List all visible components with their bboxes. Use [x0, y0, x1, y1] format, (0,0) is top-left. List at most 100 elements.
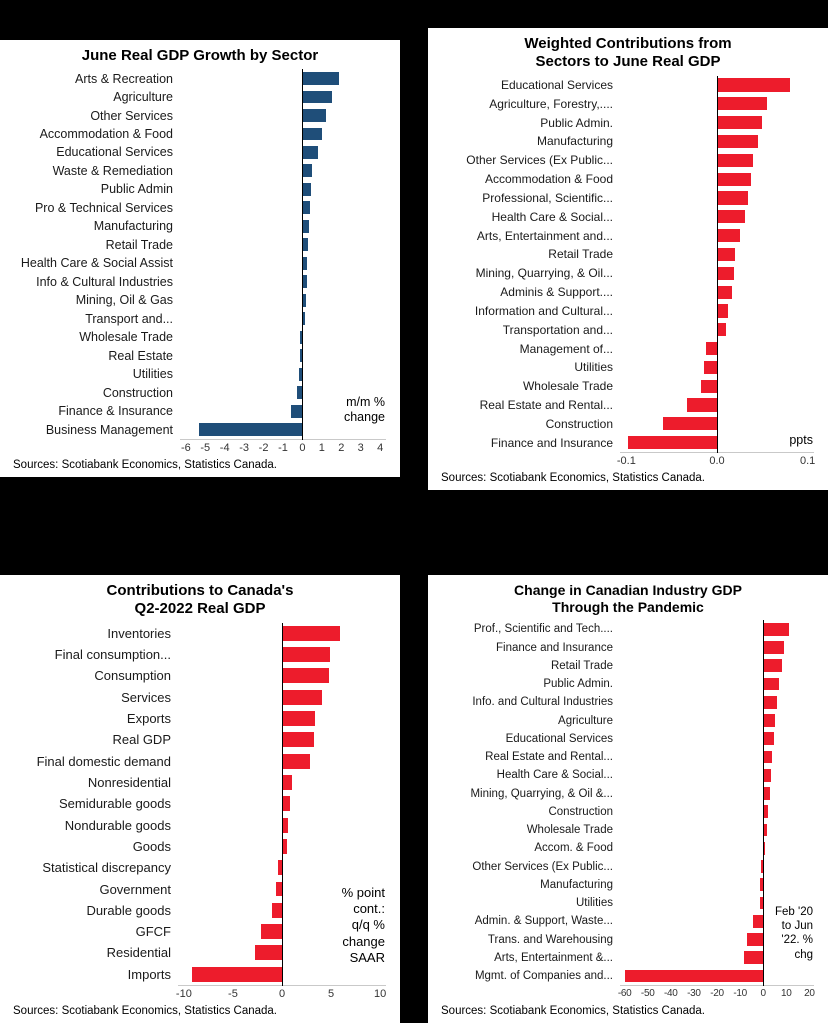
bar-track: [180, 106, 386, 124]
bar-row: Durable goods: [0, 900, 400, 921]
category-label: Educational Services: [56, 145, 173, 160]
panel-contributions-q2-2022-real-gdp: Contributions to Canada's Q2-2022 Real G…: [0, 575, 400, 1023]
category-label: Manufacturing: [93, 219, 173, 234]
category-label: Mining, Quarrying, & Oil &...: [470, 787, 613, 800]
bar-row: Nondurable goods: [0, 814, 400, 835]
bar-track: [180, 421, 386, 439]
chart-title: Change in Canadian Industry GDP Through …: [514, 582, 742, 616]
category-label: Professional, Scientific...: [482, 190, 613, 205]
bar-track: [620, 207, 814, 226]
bar-row: Arts & Recreation: [0, 69, 400, 87]
bar-row: Manufacturing: [428, 876, 828, 894]
axis-tick-label: 3: [357, 442, 364, 454]
bar-track: [178, 964, 386, 985]
category-label: Other Services: [90, 108, 173, 123]
bar-track: [180, 180, 386, 198]
x-axis: -6 -5 -4 -3 -2 -1 0 1 2 3 4: [180, 439, 386, 456]
bar-row: Real GDP: [0, 729, 400, 750]
bar-row: Pro & Technical Services: [0, 199, 400, 217]
bar-track: [180, 328, 386, 346]
bar: [191, 966, 282, 982]
bar-row: Final domestic demand: [0, 750, 400, 771]
category-label: Imports: [127, 966, 171, 982]
bar-track: [620, 711, 814, 729]
bar-row: Business Management: [0, 421, 400, 439]
category-label: Pro & Technical Services: [34, 200, 173, 215]
chart-title: Weighted Contributions from Sectors to J…: [524, 35, 732, 71]
axis-tick-label: -40: [664, 988, 678, 999]
bar-track: [178, 644, 386, 665]
bar: [759, 896, 764, 910]
panel-industry-gdp-through-pandemic: Change in Canadian Industry GDP Through …: [428, 575, 828, 1023]
bar-row: Utilities: [428, 894, 828, 912]
x-axis: -0.1 0.0 0.1: [617, 452, 815, 469]
axis-tick-label: 10: [781, 988, 792, 999]
axis-tick-label: 1: [318, 442, 325, 454]
bar-row: Public Admin.: [428, 113, 828, 132]
bar-rows: Prof., Scientific and Tech.... Finance an…: [428, 620, 828, 985]
bar-track: [178, 729, 386, 750]
bar-rows: Inventories Final consumption... Consumpti…: [0, 623, 400, 985]
category-label: Retail Trade: [550, 659, 613, 672]
bar: [717, 172, 751, 186]
bar-row: Manufacturing: [428, 132, 828, 151]
bar-track: [620, 377, 814, 396]
bar-row: Statistical discrepancy: [0, 857, 400, 878]
bar-track: [620, 396, 814, 415]
bar-chart-q2-2022-contributions: Inventories Final consumption... Consumpti…: [0, 622, 400, 1002]
bar-track: [620, 894, 814, 912]
category-label: Other Services (Ex Public...: [466, 153, 613, 168]
category-label: Admin. & Support, Waste...: [474, 915, 613, 928]
bar-row: Finance and Insurance: [428, 638, 828, 656]
bar-row: Health Care & Social...: [428, 207, 828, 226]
bar-track: [620, 657, 814, 675]
bar-track: [620, 132, 814, 151]
bar-track: [178, 836, 386, 857]
bar: [628, 436, 717, 450]
bar-row: Professional, Scientific...: [428, 189, 828, 208]
axis-tick-label: 4: [377, 442, 384, 454]
category-label: Real Estate and Rental...: [479, 398, 613, 413]
bar-row: Educational Services: [428, 76, 828, 95]
bar: [278, 860, 282, 876]
bar: [302, 72, 340, 85]
bar-row: Construction: [428, 415, 828, 434]
category-label: Prof., Scientific and Tech....: [473, 623, 613, 636]
bar-row: Transport and...: [0, 310, 400, 328]
bar-row: Trans. and Warehousing: [428, 930, 828, 948]
bar: [717, 266, 735, 280]
bar: [276, 881, 282, 897]
bar: [763, 677, 780, 691]
category-label: Wholesale Trade: [79, 330, 173, 345]
bar: [282, 732, 315, 748]
bar-row: Public Admin: [0, 180, 400, 198]
category-label: Government: [99, 881, 171, 897]
bar: [717, 153, 754, 167]
category-label: Health Care & Social...: [491, 209, 613, 224]
category-label: Manufacturing: [540, 878, 613, 891]
bar: [282, 711, 316, 726]
bar-track: [620, 912, 814, 930]
bar-row: Waste & Remediation: [0, 162, 400, 180]
bar-track: [620, 748, 814, 766]
bar-track: [180, 236, 386, 254]
category-label: Info & Cultural Industries: [36, 274, 173, 289]
bar-track: [180, 217, 386, 235]
category-label: Mgmt. of Companies and...: [474, 970, 613, 983]
bar-track: [180, 143, 386, 161]
bar: [302, 312, 306, 326]
bar-row: Wholesale Trade: [428, 821, 828, 839]
bar-track: [178, 878, 386, 899]
bar-track: [620, 415, 814, 434]
bar: [763, 622, 789, 636]
category-label: Accom. & Food: [534, 842, 613, 855]
bar: [302, 275, 308, 289]
bar: [302, 293, 307, 307]
bar-track: [620, 730, 814, 748]
category-label: Health Care & Social Assist: [20, 256, 173, 271]
bar-track: [180, 162, 386, 180]
category-label: Exports: [126, 711, 171, 726]
bar: [763, 823, 767, 837]
bar-track: [620, 693, 814, 711]
bar-track: [620, 638, 814, 656]
